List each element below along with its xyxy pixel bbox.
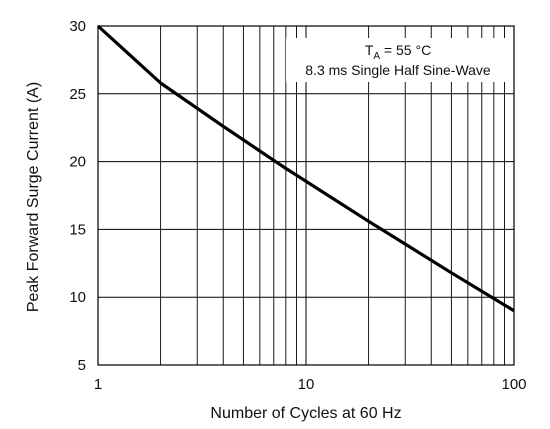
x-tick-label: 10 [298,376,315,393]
series-line-0 [96,24,515,313]
y-tick-label: 25 [69,86,86,103]
tick-labels: 1 10 100 5 10 15 20 25 30 [69,18,526,393]
y-tick-label: 5 [78,357,86,374]
waveform-annotation: 8.3 ms Single Half Sine-Wave [305,62,491,78]
plot-frame [97,25,515,366]
x-tick-label: 1 [94,376,102,393]
temp-prefix: T [365,42,374,58]
frame-layer [97,25,515,366]
annotation-background [286,38,510,82]
y-tick-label: 10 [69,289,86,306]
y-tick-label: 30 [69,18,86,35]
y-axis-label: Peak Forward Surge Current (A) [25,82,42,312]
series-layer [96,24,515,313]
y-tick-label: 15 [69,221,86,238]
x-axis-label: Number of Cycles at 60 Hz [210,405,401,422]
temp-subscript: A [373,51,380,62]
axis-labels: Number of Cycles at 60 Hz Peak Forward S… [25,82,402,422]
temp-value: = 55 °C [380,42,431,58]
ambient-temperature-annotation: TA = 55 °C [365,42,431,62]
annotation-box: TA = 55 °C 8.3 ms Single Half Sine-Wave [286,38,510,82]
x-tick-label: 100 [501,376,526,393]
y-tick-label: 20 [69,154,86,171]
